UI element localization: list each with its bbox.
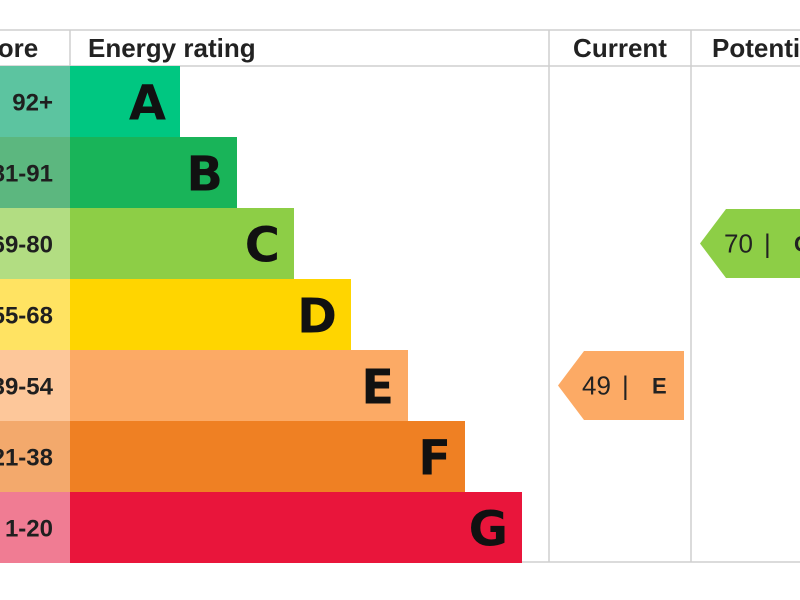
score-cell-f [0,421,70,492]
score-range-e: 39-54 [0,374,54,401]
rating-bar-d [70,279,351,350]
score-range-c: 69-80 [0,232,53,259]
rating-letter-d: D [297,289,337,345]
score-range-a: 92+ [12,90,53,117]
score-cell-d [0,279,70,350]
current-rating-band: E [652,374,667,399]
current-rating-arrow-shape [558,351,684,420]
rating-letter-a: A [129,76,166,132]
score-range-b: 81-91 [0,161,53,188]
header-score: Score [0,33,38,63]
rating-bar-f [70,421,465,492]
score-cell-b [0,137,70,208]
header-current: Current [573,33,667,63]
score-cell-e [0,350,70,421]
score-cell-c [0,208,70,279]
rating-bar-b [70,137,237,208]
rating-letter-b: B [186,147,223,203]
header-energy-rating: Energy rating [88,33,256,63]
rating-bar-c [70,208,294,279]
potential-rating-separator: | [764,229,771,259]
rating-letter-c: C [245,218,280,274]
rating-bar-a [70,66,180,137]
rating-bar-g [70,492,522,563]
current-rating-separator: | [622,371,629,401]
score-cell-g [0,492,70,563]
potential-rating-band: C [794,232,800,257]
score-range-d: 55-68 [0,303,53,330]
score-cell-a [0,66,70,137]
score-range-g: 1-20 [5,516,53,543]
rating-bar-e [70,350,408,421]
current-rating-value: 49 [582,371,611,401]
current-rating-arrow: 49 | E [558,351,684,420]
rating-letter-g: G [469,502,508,558]
score-range-f: 21-38 [0,445,53,472]
header-potential: Potential [712,33,800,63]
potential-rating-arrow: 70 | C [700,209,800,278]
potential-rating-arrow-shape [700,209,800,278]
potential-rating-value: 70 [724,229,753,259]
rating-bands: 92+ A 81-91 B 69-80 C 55-68 D 39-54 E 21-38 F 1-20 G [0,66,522,563]
rating-letter-f: F [418,431,451,487]
rating-letter-e: E [361,360,394,416]
